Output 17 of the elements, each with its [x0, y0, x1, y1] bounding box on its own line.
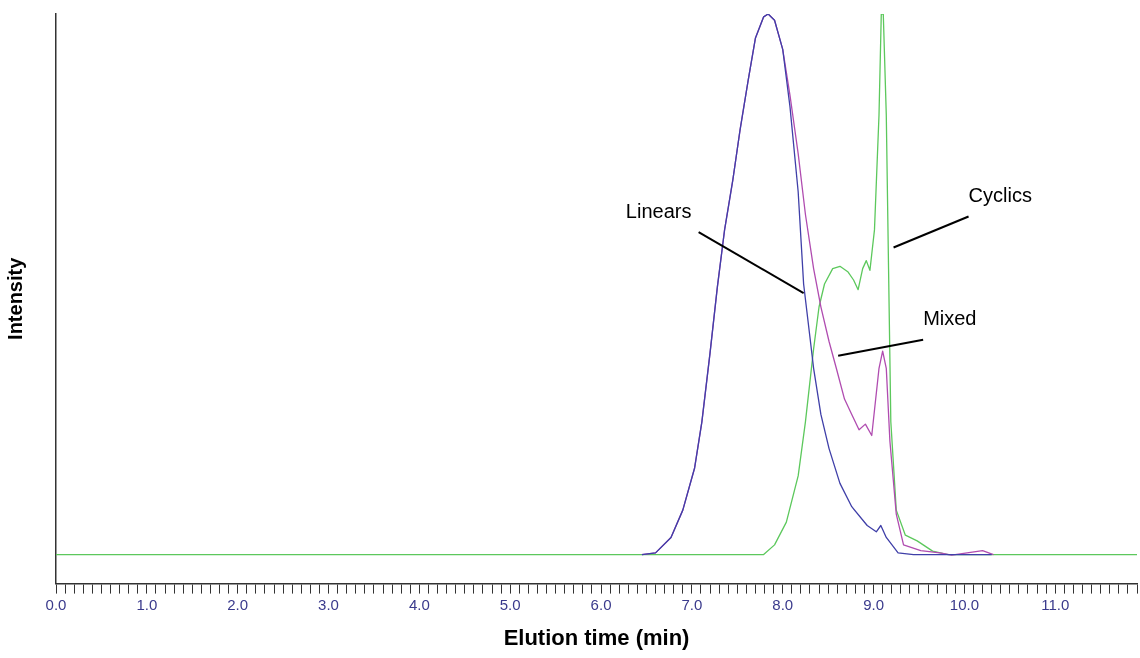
annotation: Mixed — [923, 307, 977, 330]
x-tick-label: 7.0 — [681, 595, 703, 613]
x-tick-label: 0.0 — [45, 595, 67, 613]
x-tick-label: 10.0 — [949, 595, 979, 613]
x-tick-label: 8.0 — [772, 595, 794, 613]
x-tick-label: 2.0 — [227, 595, 249, 613]
x-tick-label: 3.0 — [318, 595, 339, 613]
x-axis-title: Elution time (min) — [503, 624, 690, 650]
x-tick-label: 6.0 — [590, 595, 612, 613]
annotation: Cyclics — [968, 184, 1032, 207]
x-tick-label: 9.0 — [863, 595, 884, 613]
annotation: Linears — [625, 199, 692, 222]
x-tick-label: 1.0 — [136, 595, 158, 613]
x-tick-label: 4.0 — [408, 595, 430, 613]
y-axis-title: Intensity — [3, 256, 26, 340]
x-tick-label: 11.0 — [1041, 595, 1070, 613]
x-tick-label: 5.0 — [499, 595, 521, 613]
